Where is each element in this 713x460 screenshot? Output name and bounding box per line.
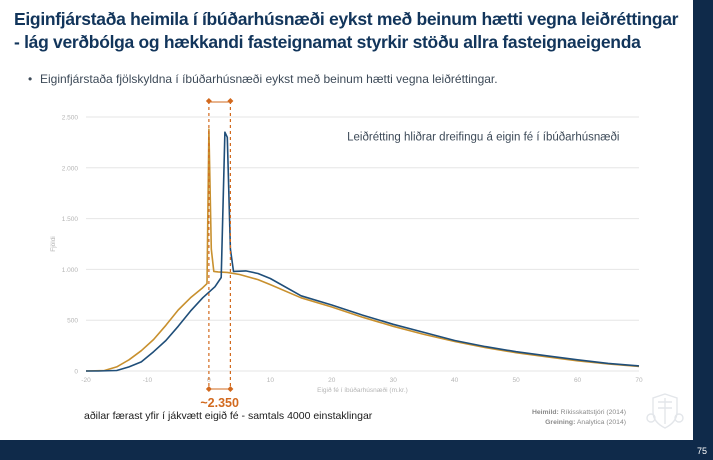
slide-title: Eiginfjárstaða heimila í íbúðarhúsnæði e… (14, 9, 679, 52)
shift-marker-diamond-top (227, 98, 234, 104)
right-edge-bar (693, 0, 713, 460)
y-tick-label: 2.500 (62, 115, 79, 122)
x-tick-label: 20 (328, 377, 336, 384)
y-tick-label: 1.500 (62, 216, 79, 223)
chart-annotation: Leiðrétting hliðrar dreifingu á eigin fé… (347, 131, 619, 143)
page-number: 75 (696, 446, 707, 456)
x-tick-label: -10 (143, 377, 153, 384)
analysis-value: Analytica (2014) (576, 419, 626, 426)
shift-label: ~2.350 (200, 396, 239, 410)
y-axis-title: Fjöldi (50, 236, 57, 252)
y-tick-label: 2.000 (62, 165, 79, 172)
y-tick-label: 0 (74, 369, 78, 376)
bullet-marker: • (28, 72, 33, 86)
source-value: Ríkisskattstjóri (2014) (560, 409, 626, 416)
x-axis-title: Eigið fé í íbúðarhúsnæði (m.kr.) (317, 386, 408, 394)
x-tick-label: 70 (635, 377, 643, 384)
source-block: Heimild: Ríkisskattstjóri (2014) Greinin… (470, 408, 626, 428)
below-chart-note: aðilar færast yfir í jákvætt eigið fé - … (84, 410, 373, 422)
analysis-label: Greining: (545, 419, 576, 426)
x-tick-label: 10 (267, 377, 275, 384)
shift-marker-diamond-top (205, 98, 212, 104)
x-tick-label: 60 (574, 377, 582, 384)
x-tick-label: -20 (81, 377, 91, 384)
x-tick-label: 30 (390, 377, 398, 384)
x-tick-label: 50 (512, 377, 520, 384)
y-tick-label: 500 (67, 318, 78, 325)
footer-bar: 75 (0, 440, 713, 460)
series-line-1 (85, 128, 640, 372)
bullet-text: Eiginfjárstaða fjölskyldna í íbúðarhúsnæ… (40, 72, 498, 86)
x-tick-label: 40 (451, 377, 459, 384)
equity-distribution-chart: 0 500 1.000 1.500 2.000 2.500 -20 -10 0 10 20 30 40 5… (50, 98, 643, 410)
series-line-2 (86, 131, 640, 372)
y-tick-label: 1.000 (62, 267, 79, 274)
x-tick-label: 0 (207, 377, 211, 384)
source-label: Heimild: (531, 409, 559, 416)
coat-of-arms-seal (646, 393, 684, 429)
